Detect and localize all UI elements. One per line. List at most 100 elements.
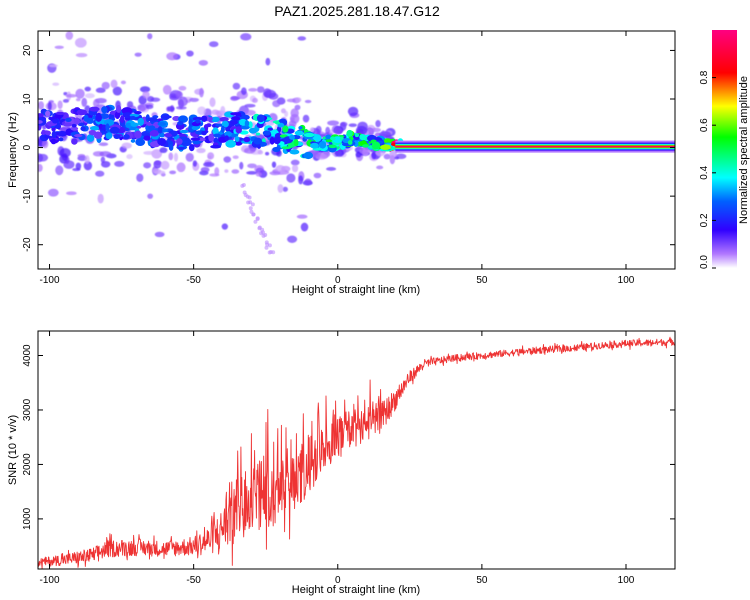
spectrogram-cell xyxy=(295,97,302,103)
spectrogram-cell xyxy=(252,97,258,103)
snr-x-tick-label: -100 xyxy=(40,575,60,586)
spectrogram-cell xyxy=(208,133,215,142)
spectrogram-y-tick-label: 0 xyxy=(22,144,33,150)
spectrogram-cell xyxy=(176,138,183,145)
spectrogram-cell xyxy=(160,128,169,133)
spectrogram-cell xyxy=(250,202,255,207)
spectrogram-cell xyxy=(251,212,256,217)
spectrogram-cell xyxy=(150,97,161,102)
spectrogram-cell xyxy=(173,152,179,162)
spectrogram-cell xyxy=(38,113,44,118)
spectrogram-cell xyxy=(120,80,126,85)
spectrogram-cell xyxy=(192,116,203,121)
spectrogram-cell xyxy=(41,129,46,136)
spectrogram-cell xyxy=(389,149,398,160)
spectrogram-cell xyxy=(177,115,189,123)
spectrogram-cell xyxy=(290,159,300,166)
spectrogram-cell xyxy=(271,161,277,168)
spectrogram-cell xyxy=(52,82,60,86)
spectrogram-cell xyxy=(169,170,177,175)
spectrogram-cell xyxy=(260,230,265,235)
spectrogram-cell xyxy=(170,130,179,136)
spectrogram-cell xyxy=(213,133,221,138)
spectrogram-cell xyxy=(207,152,215,160)
spectrogram-cell xyxy=(179,129,189,134)
spectrogram-cell xyxy=(192,160,197,167)
spectrogram-cell xyxy=(188,143,195,152)
spectrogram-cell xyxy=(298,126,303,130)
spectrogram-cell xyxy=(289,134,296,140)
spectrogram-y-tick-label: 10 xyxy=(22,93,33,105)
spectrogram-cell xyxy=(309,127,315,133)
spectrogram-cell xyxy=(163,132,173,138)
spectrogram-cell xyxy=(63,92,68,96)
spectrogram-cell xyxy=(185,152,194,162)
spectrogram-cell xyxy=(353,140,359,147)
spectrogram-cell xyxy=(175,106,187,110)
spectrogram-cell xyxy=(101,81,110,90)
spectrogram-cell xyxy=(109,126,120,134)
spectrogram-cell xyxy=(304,178,312,185)
snr-y-label: SNR (10 * v/v) xyxy=(7,415,19,485)
spectrogram-cell xyxy=(195,118,201,124)
spectrogram-cell xyxy=(325,126,331,135)
spectrogram-x-tick-label: -50 xyxy=(186,275,201,286)
spectrogram-cell xyxy=(88,129,97,136)
spectrogram-cell xyxy=(123,134,130,140)
snr-series-line xyxy=(38,336,675,569)
spectrogram-cell xyxy=(65,117,72,122)
spectrogram-cell xyxy=(113,134,121,139)
spectrogram-cell xyxy=(267,127,274,131)
spectrogram-cell xyxy=(158,132,166,138)
spectrogram-cell xyxy=(248,206,253,211)
spectrogram-cell xyxy=(247,195,252,200)
spectrogram-cell xyxy=(154,231,165,238)
spectrogram-cell xyxy=(241,87,247,96)
spectrogram-cell xyxy=(58,137,64,142)
spectrogram-cell xyxy=(347,140,353,145)
spectrogram-cell xyxy=(255,216,260,221)
spectrogram-cell xyxy=(255,132,261,136)
spectrogram-cell xyxy=(265,151,270,156)
spectrogram-cell xyxy=(75,98,81,102)
spectrogram-cell xyxy=(134,111,142,115)
spectrogram-cell xyxy=(371,127,381,133)
spectrogram-cell xyxy=(86,117,94,124)
spectrogram-cell xyxy=(224,169,229,173)
spectrogram-cell xyxy=(77,122,85,127)
spectrogram-cell xyxy=(359,133,367,141)
colorbar-tick-label: 0.4 xyxy=(699,165,710,179)
spectrogram-cell xyxy=(282,125,289,133)
spectrogram-cell xyxy=(93,99,100,108)
spectrogram-cell xyxy=(177,146,185,150)
spectrogram-cell xyxy=(160,160,170,170)
spectrogram-cell xyxy=(294,130,304,136)
spectrogram-cell xyxy=(100,156,106,164)
spectrogram-cell xyxy=(135,138,146,147)
spectrogram-cell xyxy=(177,96,188,107)
spectrogram-cell xyxy=(325,138,333,143)
spectrogram-cell xyxy=(139,86,151,93)
spectrogram-cell xyxy=(371,141,381,150)
snr-y-tick-label: 1000 xyxy=(22,507,33,530)
spectrogram-cell xyxy=(121,142,132,149)
spectrogram-cell xyxy=(229,119,238,125)
spectrogram-cell xyxy=(300,222,309,232)
spectrogram-cell xyxy=(269,136,275,145)
spectrogram-image xyxy=(38,31,675,255)
spectrogram-cell xyxy=(176,162,186,173)
spectrogram-cell xyxy=(255,172,262,177)
spectrogram-cell xyxy=(160,115,172,119)
spectrogram-cell xyxy=(157,137,167,146)
spectrogram-cell xyxy=(84,93,95,99)
spectrogram-cell xyxy=(147,33,153,40)
spectrogram-x-tick-label: 100 xyxy=(618,275,635,286)
spectrogram-cell xyxy=(98,142,109,147)
spectrogram-x-tick-label: -100 xyxy=(40,275,60,286)
spectrogram-cell xyxy=(147,193,154,199)
spectrogram-cell xyxy=(122,112,133,119)
spectrogram-cell xyxy=(125,122,132,128)
spectrogram-cell xyxy=(101,106,108,114)
spectrogram-cell xyxy=(248,200,253,205)
